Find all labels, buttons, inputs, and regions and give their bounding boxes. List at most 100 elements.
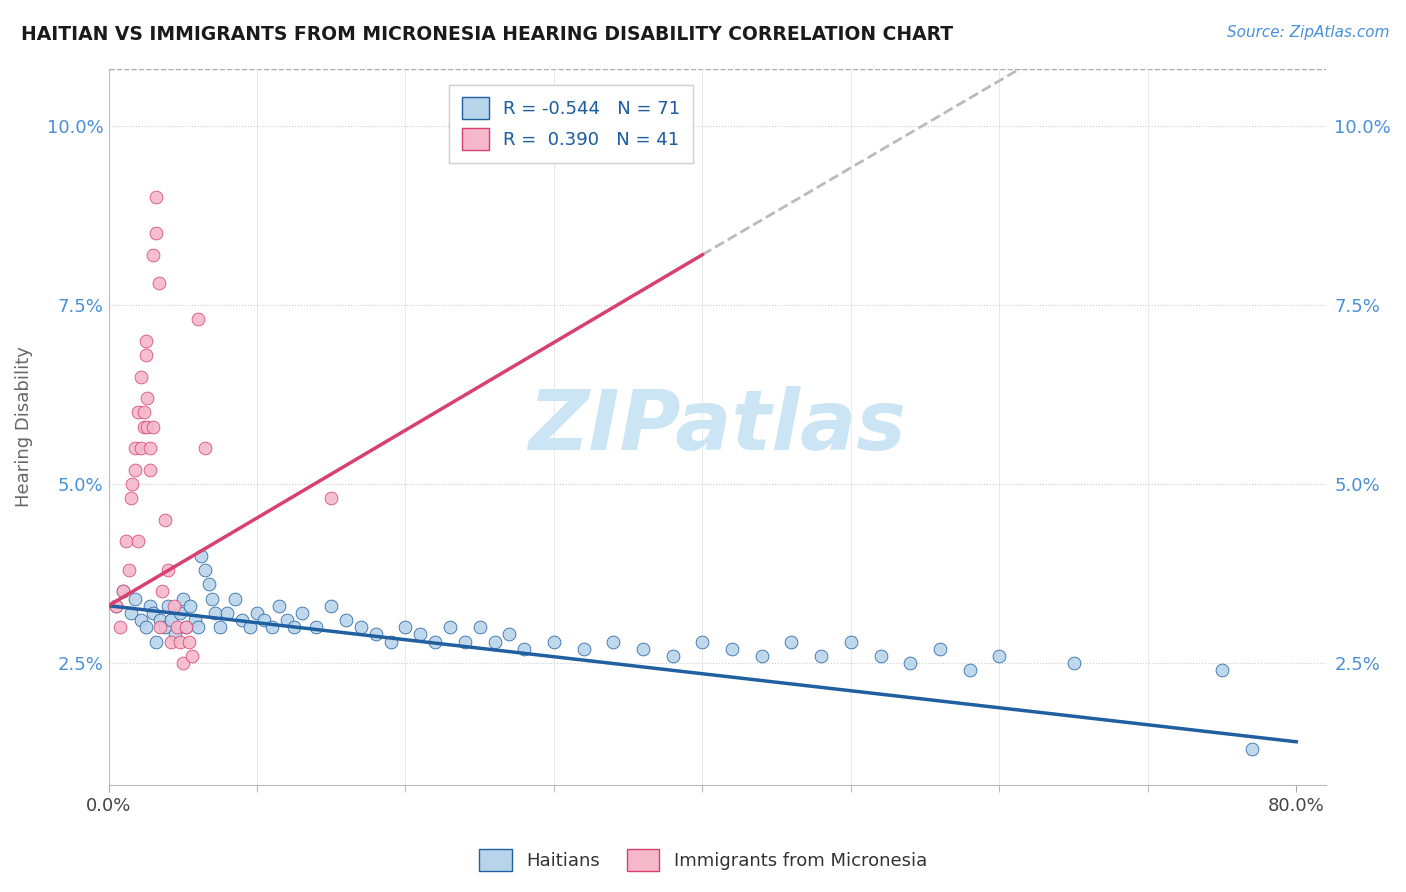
Point xyxy=(145,226,167,240)
Point xyxy=(115,534,138,549)
Point xyxy=(166,620,188,634)
Point xyxy=(187,620,209,634)
Point xyxy=(142,419,165,434)
Point xyxy=(194,563,217,577)
Point xyxy=(104,599,127,613)
Point xyxy=(321,491,343,506)
Point xyxy=(572,641,595,656)
Legend: Haitians, Immigrants from Micronesia: Haitians, Immigrants from Micronesia xyxy=(472,842,934,879)
Point xyxy=(163,599,186,613)
Point xyxy=(153,513,176,527)
Point xyxy=(174,620,197,634)
Point xyxy=(780,634,803,648)
Point xyxy=(134,405,156,419)
Point xyxy=(201,591,224,606)
Point xyxy=(142,606,165,620)
Point xyxy=(839,634,862,648)
Point xyxy=(139,599,162,613)
Point xyxy=(121,477,143,491)
Point xyxy=(1240,742,1263,756)
Point xyxy=(120,491,142,506)
Point xyxy=(177,634,200,648)
Point xyxy=(110,620,132,634)
Point xyxy=(543,634,565,648)
Point xyxy=(283,620,305,634)
Point xyxy=(169,606,191,620)
Point xyxy=(127,405,149,419)
Point xyxy=(134,419,156,434)
Point xyxy=(135,334,157,348)
Point xyxy=(149,613,172,627)
Point xyxy=(513,641,536,656)
Point xyxy=(124,591,146,606)
Point xyxy=(959,663,981,677)
Point xyxy=(124,441,146,455)
Point xyxy=(129,613,152,627)
Point xyxy=(142,248,165,262)
Point xyxy=(631,641,654,656)
Point xyxy=(120,606,142,620)
Point xyxy=(454,634,477,648)
Point xyxy=(139,441,162,455)
Point xyxy=(246,606,269,620)
Point xyxy=(484,634,506,648)
Point xyxy=(692,634,714,648)
Point xyxy=(153,620,176,634)
Point xyxy=(149,620,172,634)
Point xyxy=(498,627,520,641)
Point xyxy=(204,606,226,620)
Point xyxy=(364,627,387,641)
Point xyxy=(187,312,209,326)
Point xyxy=(439,620,461,634)
Point xyxy=(305,620,328,634)
Point xyxy=(118,563,141,577)
Point xyxy=(224,591,246,606)
Point xyxy=(238,620,260,634)
Point xyxy=(136,419,159,434)
Point xyxy=(127,534,149,549)
Point xyxy=(394,620,416,634)
Y-axis label: Hearing Disability: Hearing Disability xyxy=(15,346,32,507)
Point xyxy=(721,641,744,656)
Point xyxy=(253,613,276,627)
Point xyxy=(104,599,127,613)
Point xyxy=(928,641,950,656)
Point xyxy=(602,634,624,648)
Text: HAITIAN VS IMMIGRANTS FROM MICRONESIA HEARING DISABILITY CORRELATION CHART: HAITIAN VS IMMIGRANTS FROM MICRONESIA HE… xyxy=(21,25,953,44)
Point xyxy=(231,613,253,627)
Legend: R = -0.544   N = 71, R =  0.390   N = 41: R = -0.544 N = 71, R = 0.390 N = 41 xyxy=(449,85,693,163)
Point xyxy=(129,369,152,384)
Point xyxy=(172,656,194,670)
Point xyxy=(169,634,191,648)
Point xyxy=(112,584,135,599)
Point xyxy=(150,584,173,599)
Point xyxy=(423,634,446,648)
Point xyxy=(194,441,217,455)
Point xyxy=(172,591,194,606)
Point xyxy=(321,599,343,613)
Point xyxy=(276,613,298,627)
Point xyxy=(148,277,170,291)
Point xyxy=(269,599,291,613)
Point xyxy=(135,620,157,634)
Point xyxy=(350,620,373,634)
Point xyxy=(409,627,432,641)
Point xyxy=(290,606,312,620)
Point xyxy=(1211,663,1233,677)
Point xyxy=(217,606,239,620)
Point xyxy=(260,620,283,634)
Point xyxy=(335,613,357,627)
Point xyxy=(179,599,201,613)
Point xyxy=(136,391,159,405)
Point xyxy=(156,599,179,613)
Point xyxy=(129,441,152,455)
Point xyxy=(160,613,183,627)
Text: Source: ZipAtlas.com: Source: ZipAtlas.com xyxy=(1226,25,1389,40)
Point xyxy=(208,620,231,634)
Point xyxy=(183,613,205,627)
Point xyxy=(898,656,921,670)
Point xyxy=(112,584,135,599)
Point xyxy=(380,634,402,648)
Point xyxy=(165,627,187,641)
Point xyxy=(810,648,832,663)
